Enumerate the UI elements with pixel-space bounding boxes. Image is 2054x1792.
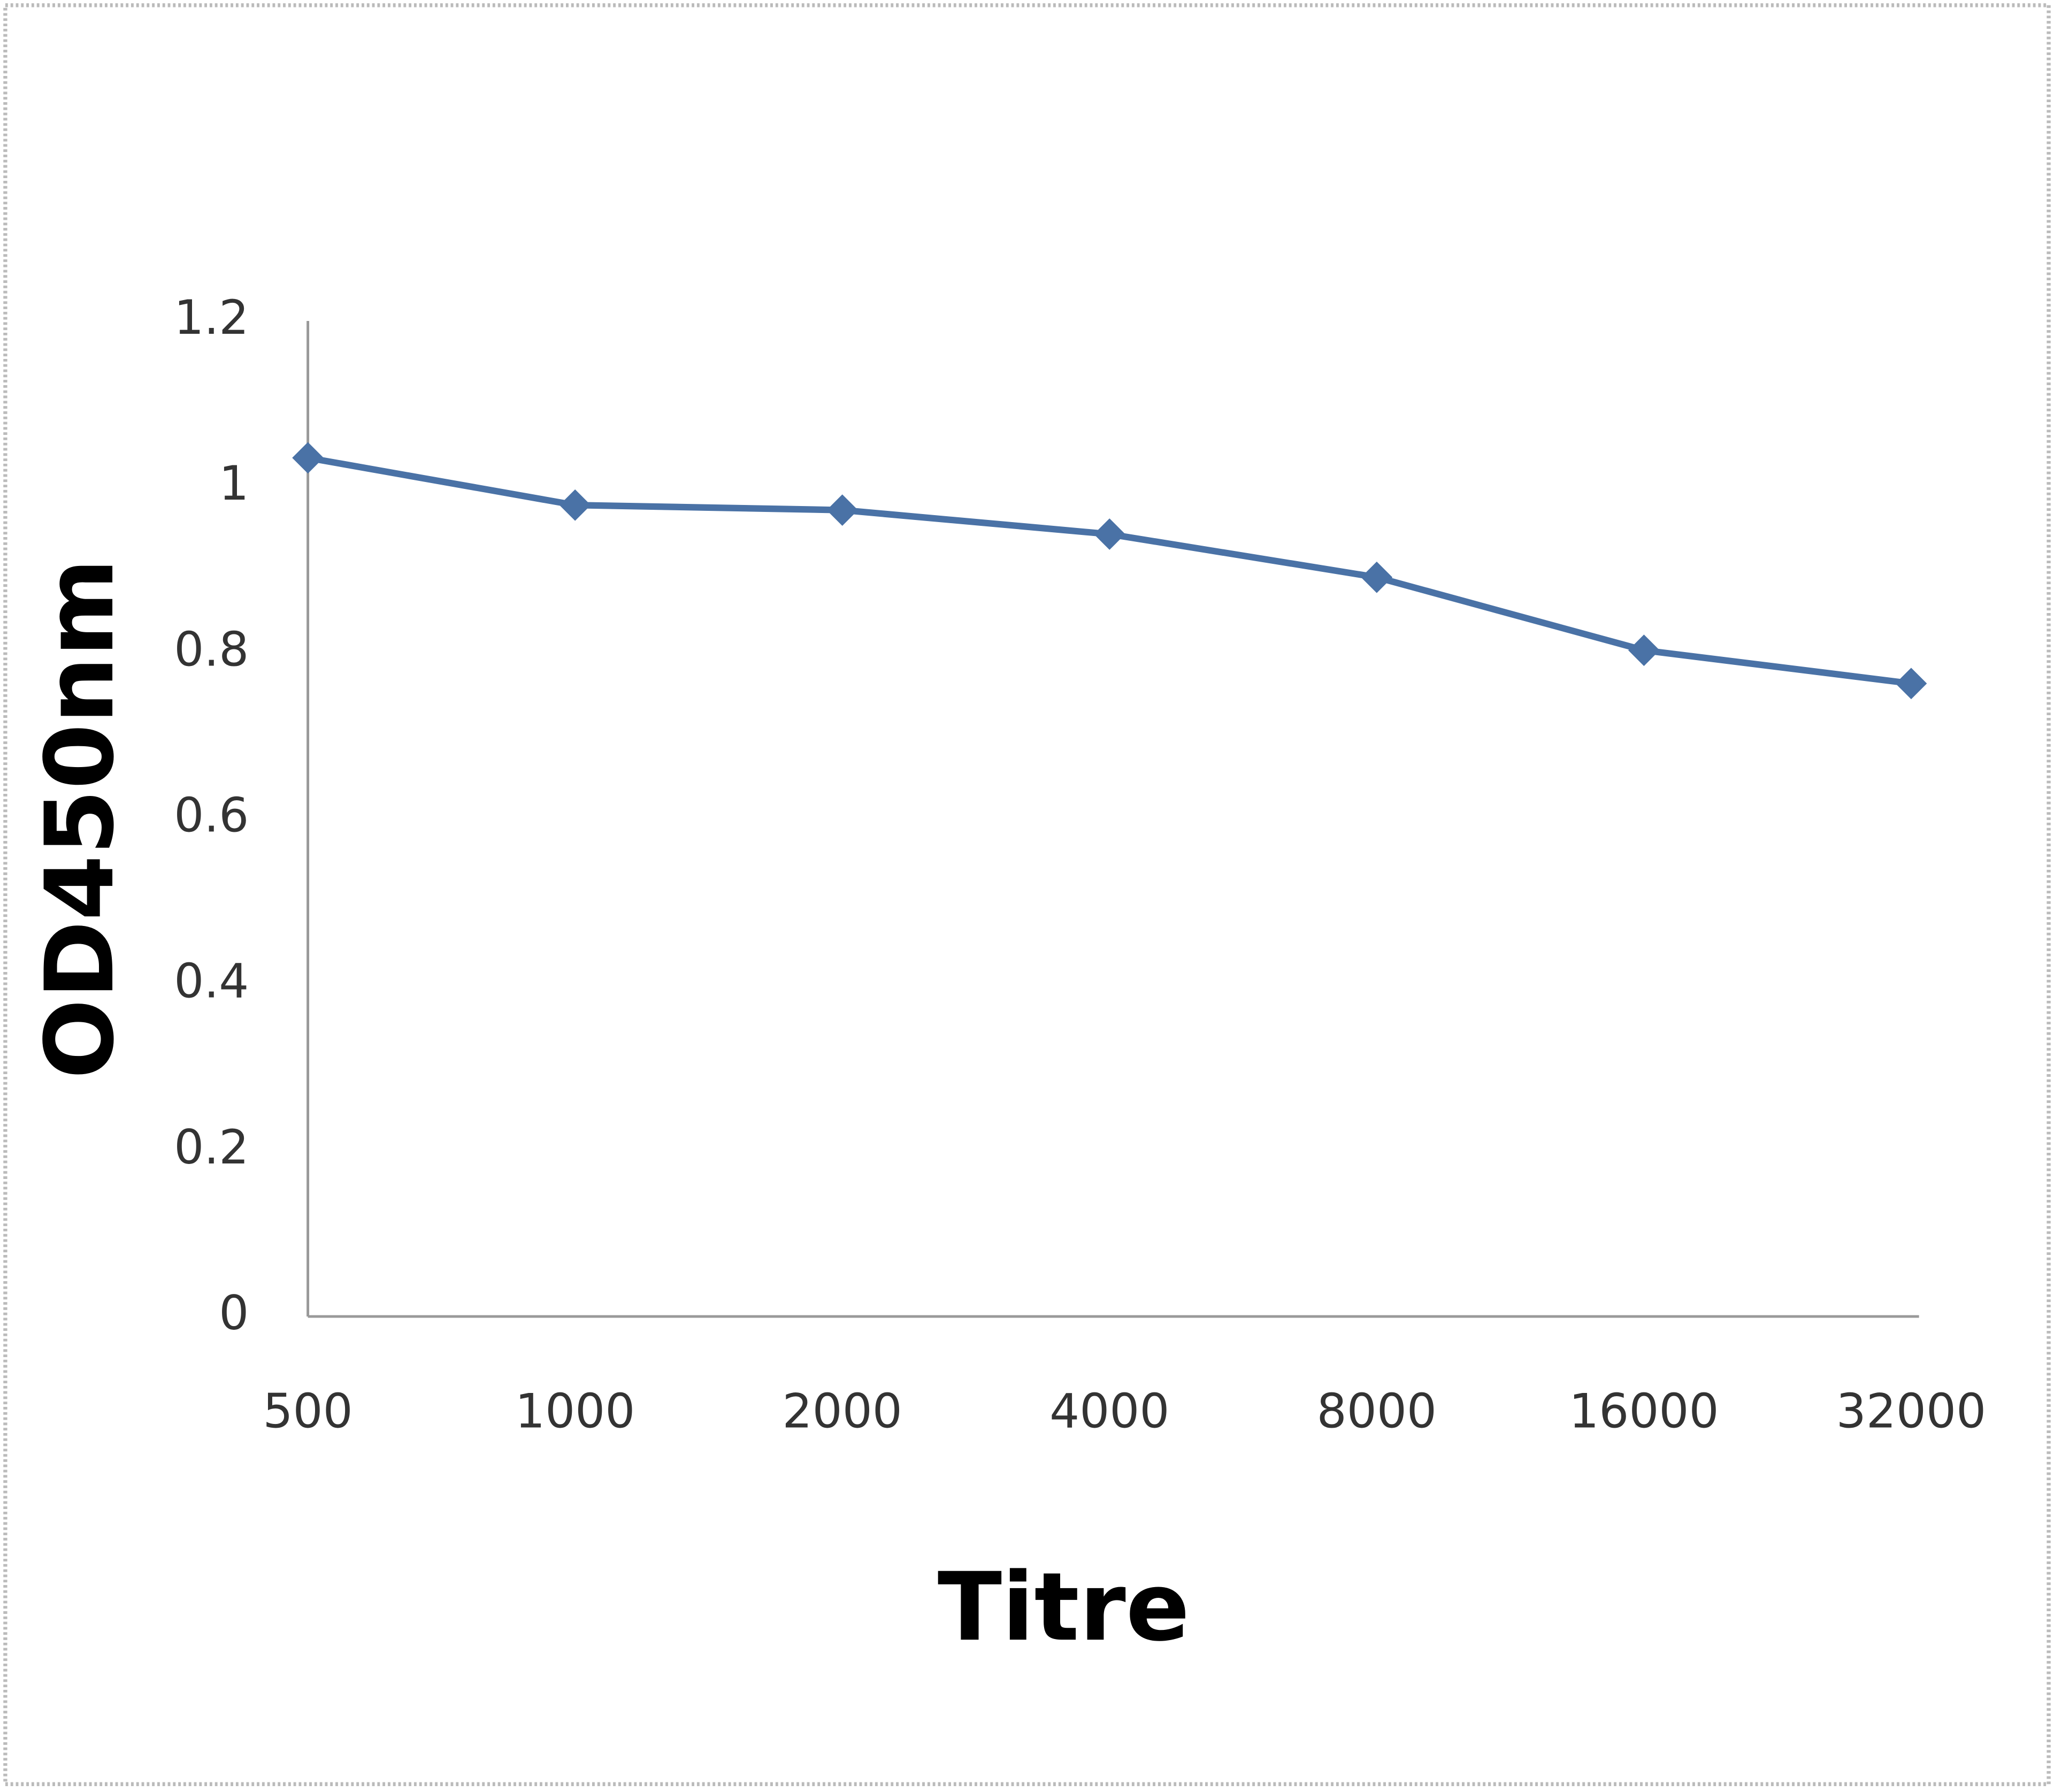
y-tick-label: 1.2: [174, 290, 249, 345]
y-tick-label: 0: [219, 1285, 249, 1341]
y-tick-label: 0.8: [174, 622, 249, 677]
y-tick-label: 0.2: [174, 1120, 249, 1175]
data-point: [1895, 668, 1927, 700]
x-tick-label: 1000: [515, 1384, 635, 1439]
data-point: [826, 494, 859, 526]
data-point: [559, 489, 591, 521]
y-axis-title: OD450nm: [25, 558, 135, 1079]
data-point: [1093, 518, 1125, 550]
y-tick-label: 0.6: [174, 787, 249, 843]
x-tick-label: 500: [263, 1384, 352, 1439]
x-tick-label: 4000: [1049, 1384, 1169, 1439]
frame: [3, 3, 2051, 1786]
x-tick-label: 2000: [783, 1384, 902, 1439]
x-axis-title: Titre: [938, 1552, 1190, 1662]
y-tick-label: 1: [219, 456, 249, 511]
x-tick-label: 32000: [1836, 1384, 1986, 1439]
y-tick-label: 0.4: [174, 954, 249, 1009]
x-tick-label: 8000: [1317, 1384, 1437, 1439]
data-point: [292, 442, 324, 474]
x-tick-label: 16000: [1569, 1384, 1719, 1439]
